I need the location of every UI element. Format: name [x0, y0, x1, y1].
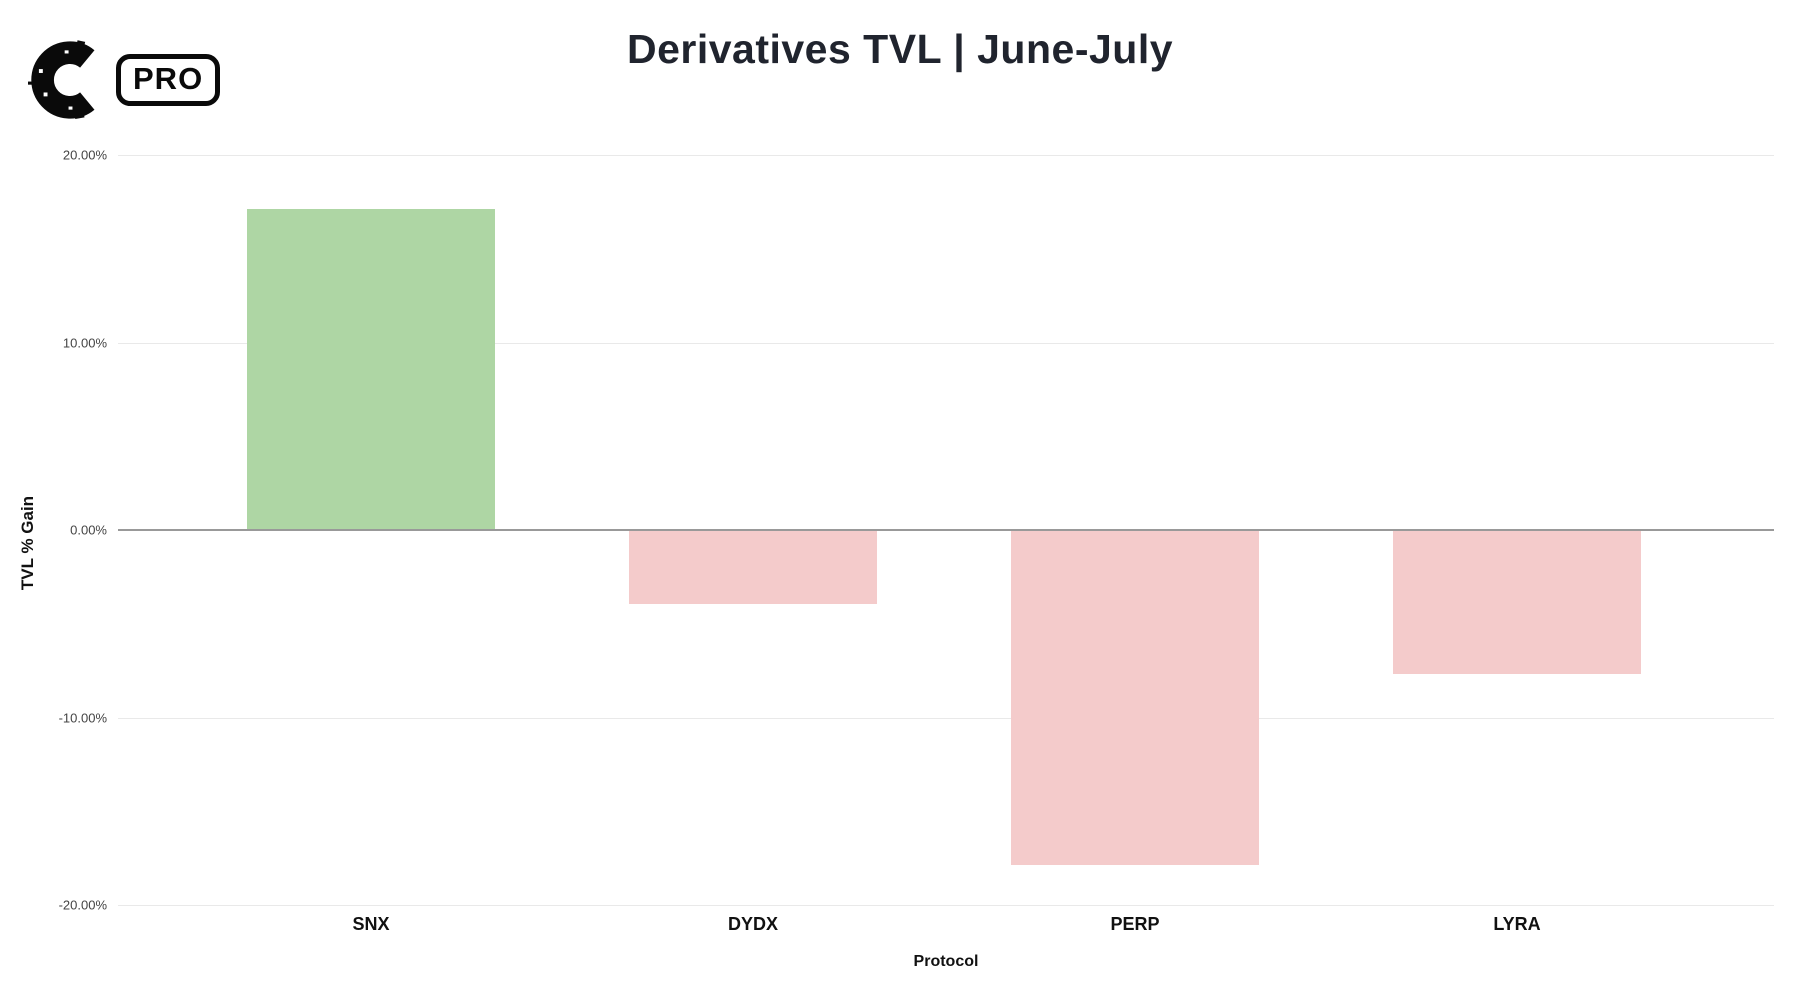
- x-axis-title: Protocol: [913, 953, 979, 970]
- zero-axis-line: [118, 529, 1774, 531]
- x-category-label-perp: PERP: [1110, 914, 1160, 934]
- brand-logo: PRO: [28, 40, 221, 120]
- gridline-10.00%: [118, 342, 1774, 344]
- gridline--10.00%: [118, 717, 1774, 719]
- x-category-label-snx: SNX: [352, 914, 390, 934]
- y-axis-title: TVL % Gain: [18, 495, 37, 591]
- x-category-label-dydx: DYDX: [727, 914, 778, 934]
- gridline--20.00%: [118, 905, 1774, 906]
- y-tick-label: -20.00%: [58, 897, 107, 913]
- y-tick-label: 0.00%: [70, 522, 107, 538]
- y-tick-label: 20.00%: [62, 147, 107, 163]
- chart-title: Derivatives TVL | June-July: [626, 26, 1174, 72]
- y-tick-label: -10.00%: [58, 710, 107, 725]
- cryptoslate-c-icon: [28, 40, 95, 119]
- bar-snx: [247, 209, 495, 530]
- bar-perp: [1011, 531, 1259, 865]
- y-tick-label: 10.00%: [62, 335, 107, 350]
- bar-lyra: [1393, 531, 1641, 674]
- x-category-label-lyra: LYRA: [1493, 914, 1541, 934]
- bar-dydx: [629, 531, 877, 605]
- gridline-20.00%: [118, 155, 1774, 156]
- pro-badge: PRO: [116, 54, 221, 106]
